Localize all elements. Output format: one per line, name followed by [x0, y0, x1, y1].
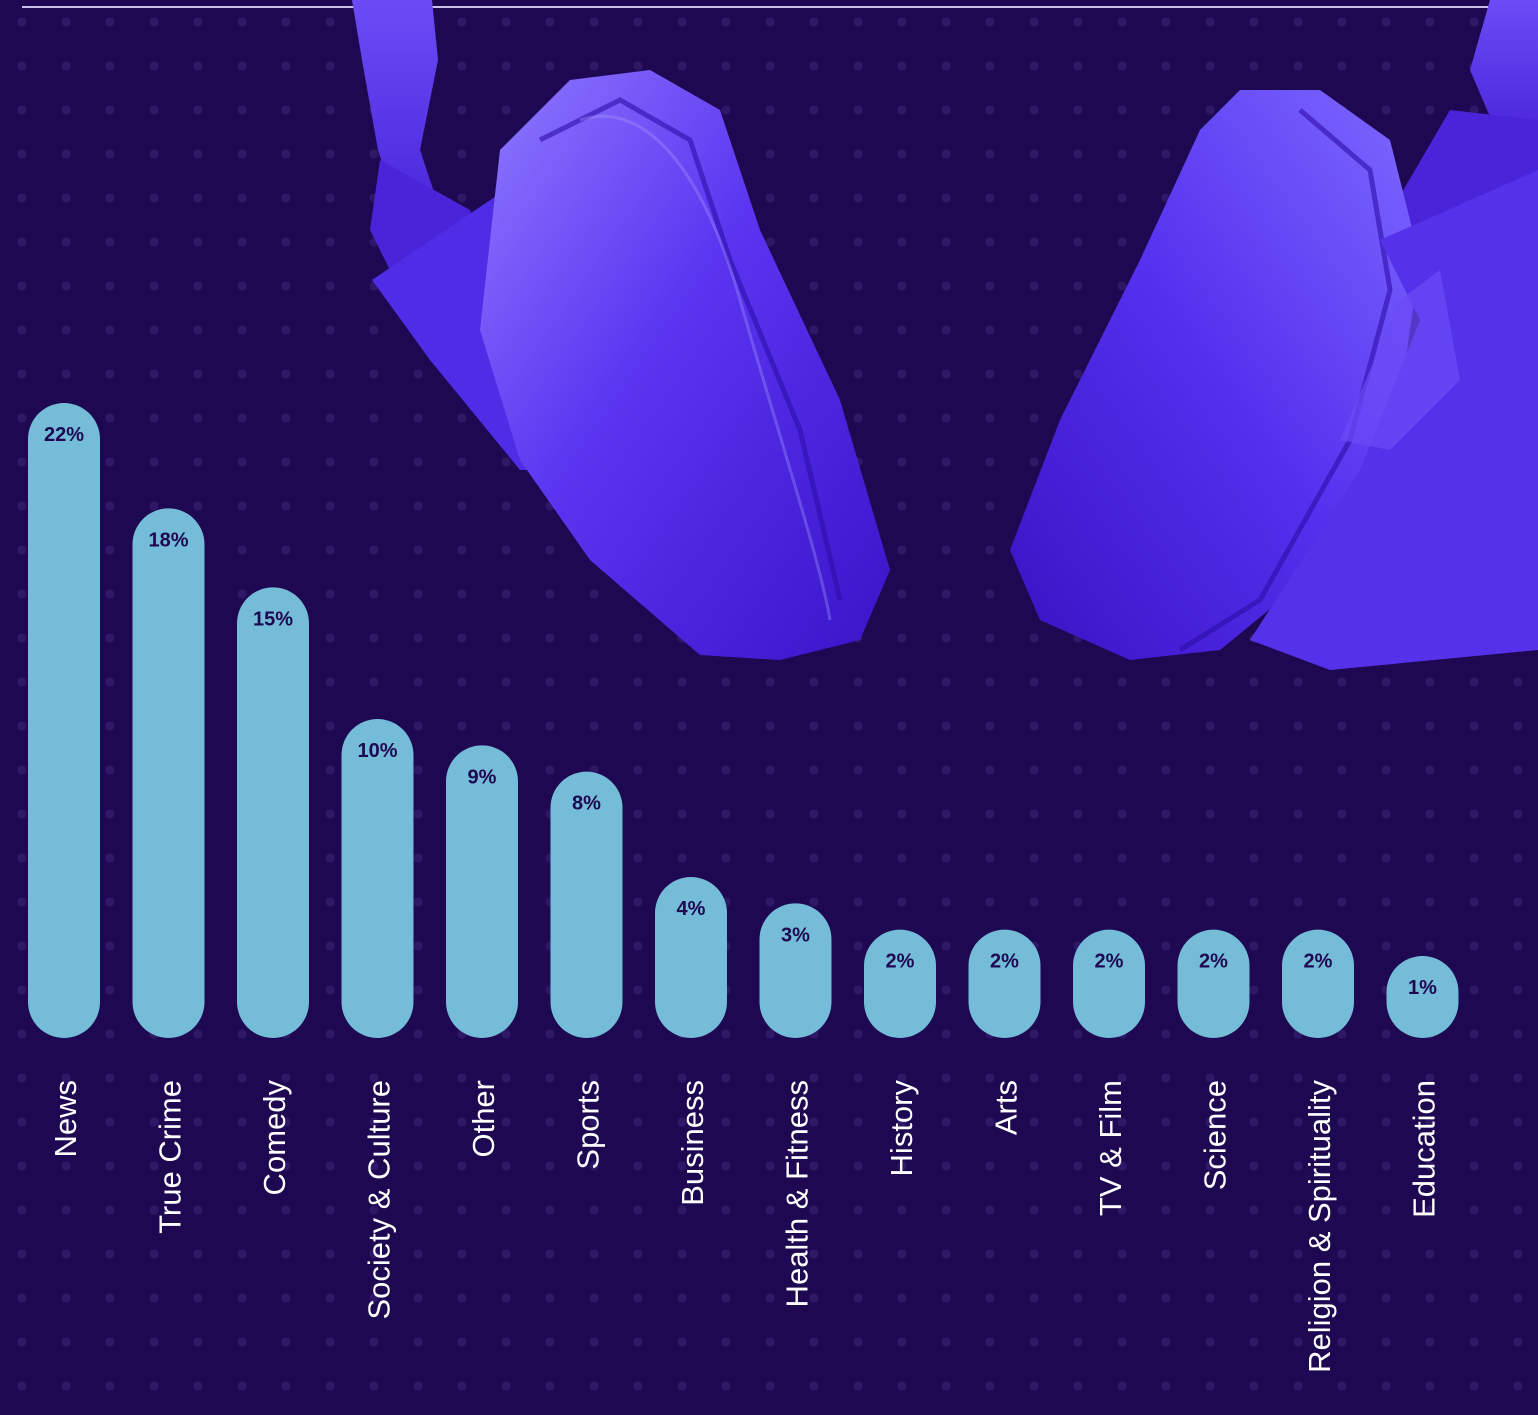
left-band [352, 0, 440, 230]
bar-5 [550, 771, 623, 1038]
category-label: News [48, 1080, 83, 1158]
bar-value-label: 10% [357, 740, 397, 762]
category-label: Comedy [257, 1080, 292, 1196]
category-label: Business [675, 1080, 710, 1206]
category-label: Religion & Spirituality [1302, 1080, 1337, 1373]
category-label: True Crime [153, 1080, 188, 1234]
bar-value-label: 2% [1095, 951, 1124, 973]
category-label: Health & Fitness [780, 1080, 815, 1307]
bar-value-label: 8% [572, 793, 601, 815]
bar-11 [1177, 929, 1250, 1038]
bar-value-label: 9% [468, 766, 497, 788]
bar-value-label: 15% [253, 608, 293, 630]
category-label: Science [1198, 1080, 1233, 1190]
bar-value-label: 22% [44, 424, 84, 446]
left-cup [480, 70, 890, 660]
bar-value-label: 2% [990, 951, 1019, 973]
top-divider [22, 6, 1538, 8]
bar-value-label: 2% [1199, 951, 1228, 973]
category-label: Society & Culture [362, 1080, 397, 1320]
right-band [1470, 0, 1538, 140]
category-label: History [884, 1080, 919, 1177]
bar-2 [237, 587, 309, 1038]
bar-13 [1386, 956, 1459, 1038]
bar-4 [446, 745, 518, 1038]
bar-value-label: 1% [1408, 977, 1437, 999]
right-cup [1010, 90, 1420, 660]
bar-7 [759, 903, 832, 1038]
bar-12 [1282, 929, 1354, 1038]
bar-value-label: 2% [1304, 951, 1333, 973]
bar-8 [864, 929, 936, 1038]
bar-6 [655, 877, 727, 1038]
bar-value-label: 2% [886, 951, 915, 973]
bar-9 [968, 929, 1041, 1038]
bar-value-label: 3% [781, 924, 810, 946]
bar-1 [132, 508, 205, 1038]
category-label: Sports [571, 1080, 606, 1170]
bar-value-label: 18% [148, 529, 188, 551]
category-label: Arts [989, 1080, 1024, 1135]
bar-3 [341, 719, 414, 1038]
headphones-illustration [352, 0, 1538, 670]
category-label: TV & Film [1093, 1080, 1128, 1216]
category-label: Other [466, 1080, 501, 1158]
bar-value-label: 4% [677, 898, 706, 920]
bar-10 [1073, 929, 1145, 1038]
category-label: Education [1407, 1080, 1442, 1218]
bar-0 [28, 403, 100, 1038]
